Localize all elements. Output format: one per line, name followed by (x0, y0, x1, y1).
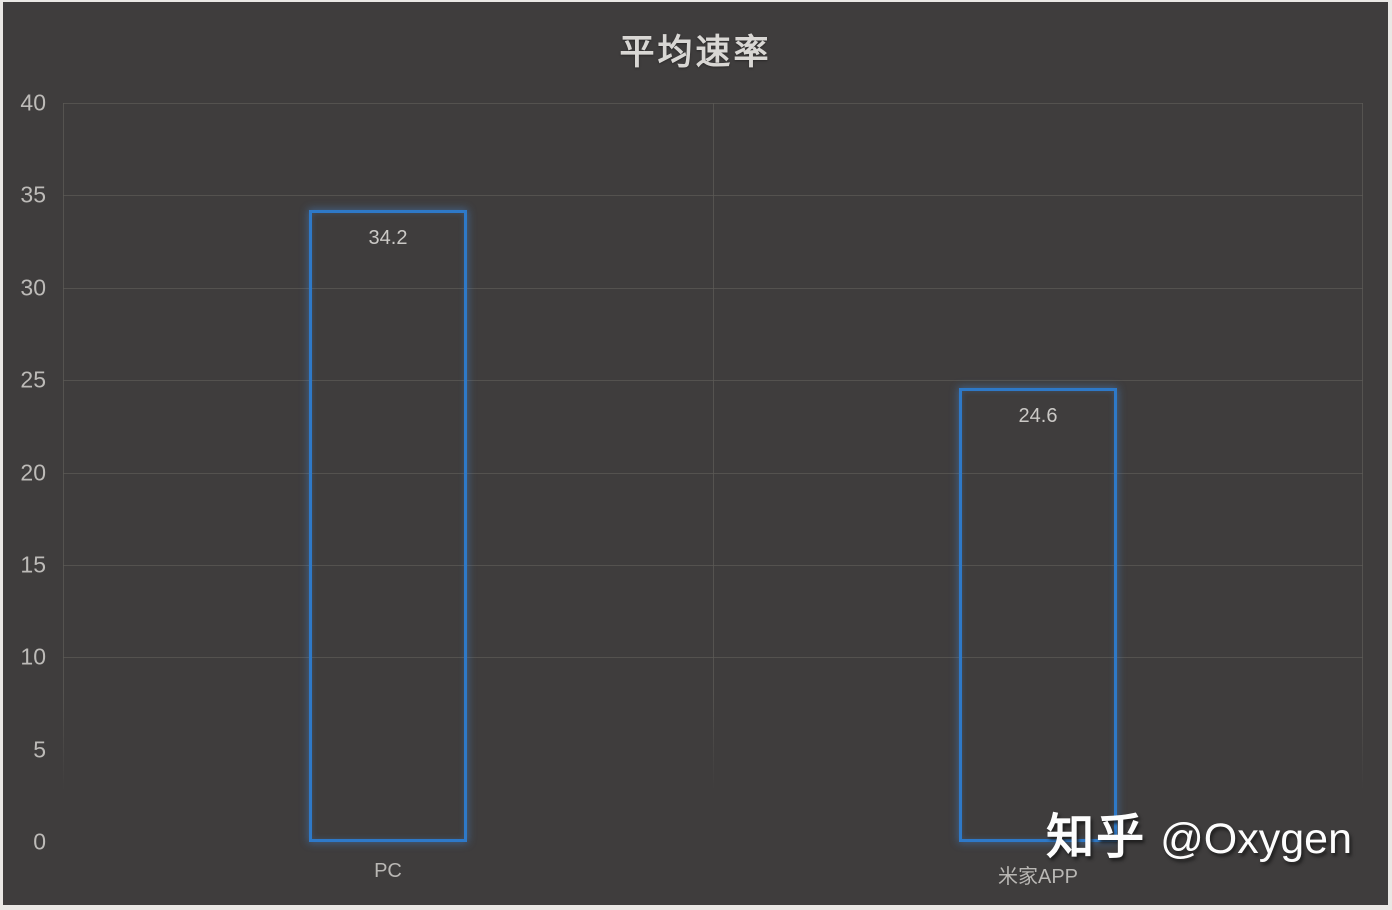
y-axis-tick-label: 10 (20, 643, 46, 670)
x-axis-category-label: 米家APP (997, 866, 1079, 888)
y-axis-tick-label: 35 (20, 181, 46, 208)
y-axis-tick-label: 5 (33, 736, 46, 763)
watermark-brand: 知乎 (1046, 811, 1147, 864)
y-axis-tick-label: 20 (20, 459, 46, 485)
plot-border-line (1362, 103, 1363, 842)
bar-value-label: 24.6 (1018, 404, 1058, 427)
bar-米家APP: 24.6 (959, 387, 1117, 842)
x-axis-category-label: PC (374, 860, 402, 882)
chart-canvas: 平均速率 0 5 10 15 20 25 30 35 40 PC 米家APP 知乎 @Oxygen … (3, 2, 1388, 905)
y-axis-tick-label: 0 (33, 828, 46, 855)
y-axis-tick-label: 40 (20, 89, 46, 116)
chart-title: 平均速率 (619, 33, 772, 72)
category-divider-line (713, 103, 714, 842)
bar-PC: 34.2 (309, 210, 467, 842)
watermark-handle: @Oxygen (1160, 815, 1352, 863)
y-axis-tick-label: 25 (20, 366, 46, 393)
plot-border-line (63, 103, 64, 842)
bar-value-label: 34.2 (368, 227, 408, 250)
plot-area (63, 103, 1363, 842)
y-axis-tick-label: 30 (20, 274, 46, 301)
y-axis-tick-label: 15 (20, 551, 46, 578)
watermark: 知乎 @Oxygen (1046, 797, 1352, 867)
